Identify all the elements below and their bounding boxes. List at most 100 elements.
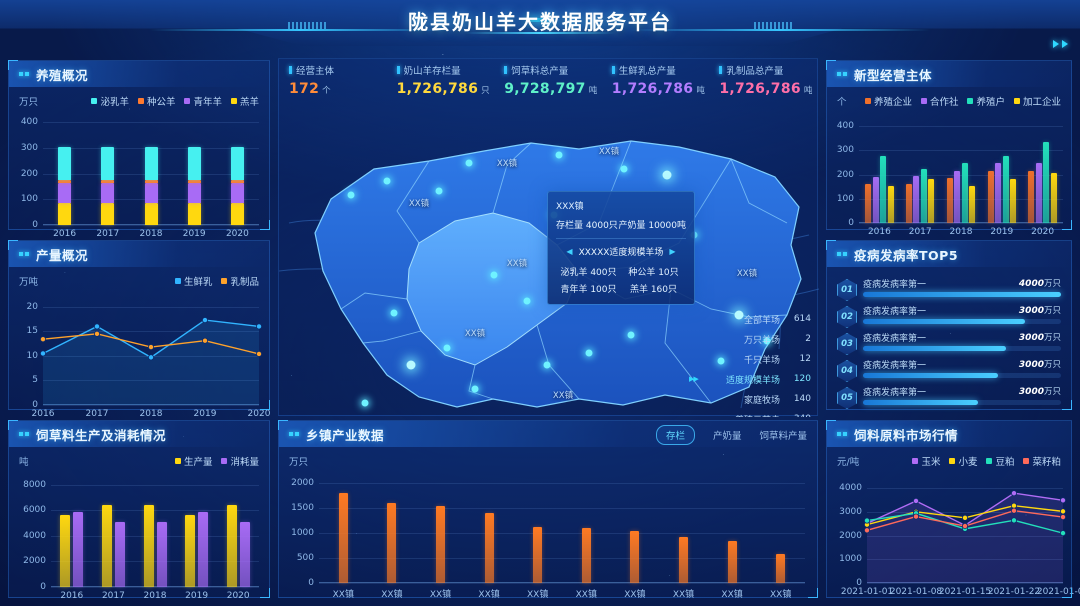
data-point[interactable] (201, 337, 208, 344)
table-row[interactable] (101, 180, 115, 183)
table-row[interactable] (387, 503, 397, 583)
table-row[interactable] (101, 182, 115, 204)
data-point[interactable] (1010, 517, 1017, 524)
chart-legend[interactable]: 生产量 消耗量 (174, 454, 259, 468)
table-row[interactable] (776, 554, 786, 583)
table-row[interactable] (144, 146, 158, 180)
map-stat-row[interactable]: 家庭牧场 140 (689, 389, 811, 409)
map-dot-active[interactable] (662, 170, 672, 180)
map-dot[interactable] (627, 331, 635, 339)
chart-legend[interactable]: 养殖企业 合作社 养殖户 加工企业 (864, 94, 1061, 108)
table-row[interactable] (143, 505, 154, 587)
map-stat-row[interactable]: ▶▶ 适度规模羊场 120 (689, 369, 811, 389)
legend-item[interactable]: 乳制品 (221, 274, 259, 288)
table-row[interactable] (58, 182, 72, 204)
map-stat-row[interactable]: 全部羊场 614 (689, 309, 811, 329)
map-dot[interactable] (523, 297, 531, 305)
table-row[interactable] (187, 146, 201, 180)
table-row[interactable] (1043, 142, 1050, 223)
map-dot[interactable] (443, 344, 451, 352)
table-row[interactable] (101, 203, 115, 225)
table-row[interactable] (905, 184, 912, 223)
data-point[interactable] (864, 517, 870, 524)
table-row[interactable] (1050, 172, 1057, 223)
table-row[interactable] (484, 513, 494, 583)
legend-item[interactable]: 生产量 (174, 454, 212, 468)
table-row[interactable] (533, 526, 543, 583)
table-row[interactable] (969, 186, 976, 223)
table-row[interactable] (144, 180, 158, 183)
table-row[interactable] (230, 203, 244, 225)
table-row[interactable] (230, 146, 244, 180)
table-row[interactable] (928, 178, 935, 223)
table-row[interactable] (73, 511, 84, 587)
chart-legend[interactable]: 玉米 小麦 豆粕 菜籽粕 (912, 454, 1061, 468)
map-dot[interactable] (585, 349, 593, 357)
map-dot[interactable] (717, 357, 725, 365)
map-dot[interactable] (390, 309, 398, 317)
table-row[interactable] (880, 155, 887, 223)
legend-item[interactable]: 青年羊 (184, 94, 222, 108)
data-point[interactable] (864, 527, 870, 534)
table-row[interactable] (239, 521, 250, 587)
table-row[interactable] (58, 146, 72, 180)
data-point[interactable] (40, 336, 46, 343)
table-row[interactable] (58, 203, 72, 225)
table-row[interactable] (913, 176, 920, 223)
map-dot[interactable] (763, 337, 771, 345)
table-row[interactable] (872, 176, 879, 223)
table-row[interactable] (987, 171, 994, 223)
table-row[interactable] (230, 180, 244, 183)
map-stat-row[interactable]: 万只羊场 2 (689, 329, 811, 349)
list-item[interactable]: 04 疫病发病率第一 3000万只 (837, 358, 1061, 384)
data-point[interactable] (94, 330, 101, 337)
table-row[interactable] (114, 521, 125, 587)
table-row[interactable] (581, 527, 591, 583)
table-row[interactable] (1002, 155, 1009, 223)
map-dot[interactable] (543, 361, 551, 369)
map-dot-active[interactable] (406, 360, 416, 370)
data-point[interactable] (201, 317, 208, 324)
map-dot[interactable] (435, 187, 443, 195)
table-row[interactable] (946, 178, 953, 223)
table-row[interactable] (226, 505, 237, 587)
table-row[interactable] (920, 169, 927, 223)
data-point[interactable] (1059, 508, 1066, 515)
legend-item[interactable]: 泌乳羊 (91, 94, 129, 108)
legend-item[interactable]: 羔羊 (230, 94, 259, 108)
legend-item[interactable]: 消耗量 (221, 454, 259, 468)
table-row[interactable] (630, 530, 640, 583)
map-dot[interactable] (490, 271, 498, 279)
table-row[interactable] (1035, 163, 1042, 223)
map-dot-active[interactable] (734, 310, 744, 320)
data-point[interactable] (148, 354, 155, 361)
data-point[interactable] (962, 514, 969, 521)
legend-item[interactable]: 小麦 (949, 454, 977, 468)
map-dot[interactable] (620, 165, 628, 173)
table-row[interactable] (187, 180, 201, 183)
township-tab-group[interactable]: 存栏 产奶量 饲草料产量 (655, 425, 807, 445)
table-row[interactable] (954, 171, 961, 223)
data-point[interactable] (913, 513, 920, 520)
map-dot[interactable] (471, 385, 479, 393)
table-row[interactable] (1028, 171, 1035, 223)
table-row[interactable] (58, 180, 72, 183)
list-item[interactable]: 02 疫病发病率第一 3000万只 (837, 304, 1061, 330)
data-point[interactable] (913, 497, 920, 504)
table-row[interactable] (995, 163, 1002, 223)
list-item[interactable]: 05 疫病发病率第一 3000万只 (837, 385, 1061, 411)
data-point[interactable] (1059, 530, 1066, 537)
map-dot[interactable] (347, 191, 355, 199)
table-row[interactable] (887, 185, 894, 223)
legend-item[interactable]: 养殖户 (967, 94, 1005, 108)
data-point[interactable] (1059, 514, 1066, 521)
legend-item[interactable]: 种公羊 (137, 94, 175, 108)
table-row[interactable] (1010, 178, 1017, 223)
table-row[interactable] (727, 540, 737, 583)
county-map[interactable]: XX镇 XX镇 XX镇 XX镇 XX镇 XX镇 XX镇 XXX镇 存栏量 400… (279, 103, 819, 417)
legend-item[interactable]: 豆粕 (986, 454, 1014, 468)
chart-legend[interactable]: 生鲜乳 乳制品 (174, 274, 259, 288)
data-point[interactable] (1010, 502, 1017, 509)
map-dot[interactable] (465, 159, 473, 167)
data-point[interactable] (962, 523, 969, 530)
